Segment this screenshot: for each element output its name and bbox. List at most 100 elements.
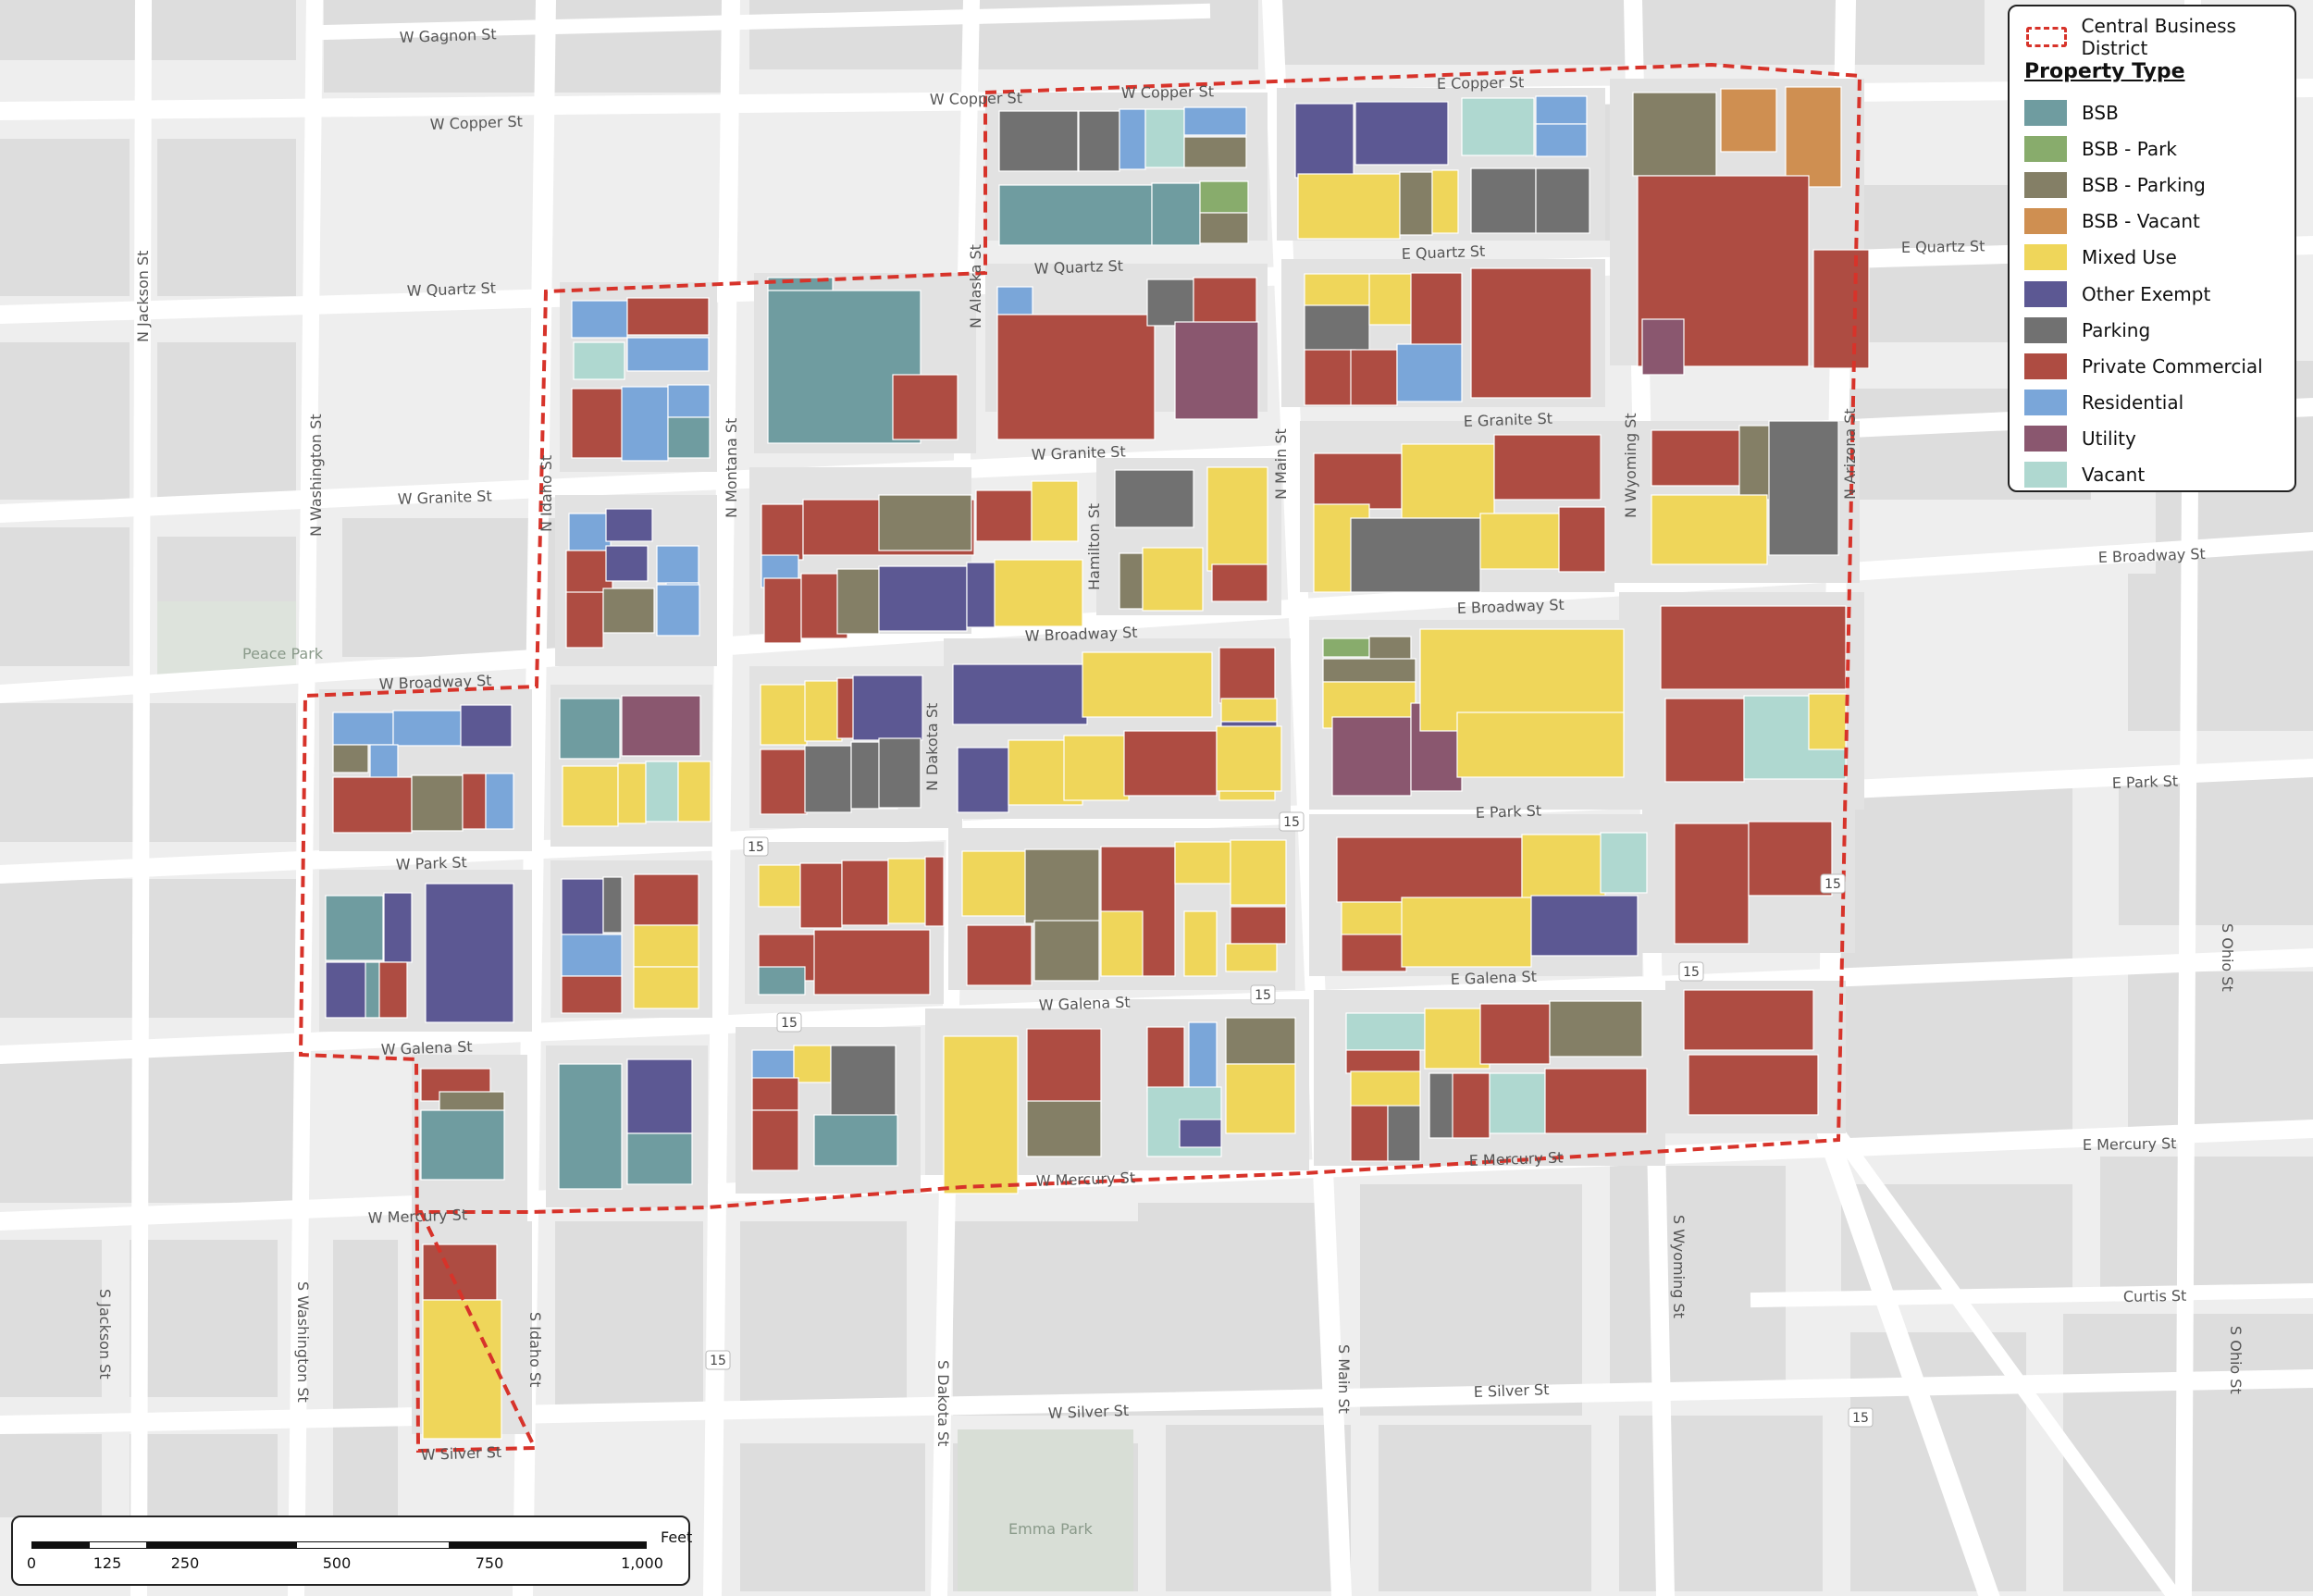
parcel[interactable]	[852, 674, 923, 741]
parcel[interactable]	[1632, 92, 1717, 177]
parcel[interactable]	[1479, 1003, 1551, 1065]
parcel[interactable]	[411, 774, 464, 832]
parcel[interactable]	[1230, 906, 1287, 945]
parcel[interactable]	[1188, 1021, 1218, 1088]
parcel[interactable]	[1179, 1119, 1222, 1148]
parcel[interactable]	[1808, 693, 1847, 750]
parcel[interactable]	[1350, 1105, 1389, 1162]
parcel[interactable]	[621, 695, 701, 757]
parcel[interactable]	[1199, 180, 1249, 214]
parcel[interactable]	[1401, 443, 1495, 519]
parcel[interactable]	[667, 384, 711, 418]
parcel[interactable]	[378, 961, 408, 1019]
parcel[interactable]	[1660, 605, 1847, 690]
parcel[interactable]	[573, 341, 625, 380]
parcel[interactable]	[602, 588, 655, 634]
parcel[interactable]	[1183, 136, 1247, 168]
parcel[interactable]	[1489, 1072, 1546, 1134]
parcel[interactable]	[1199, 212, 1249, 244]
parcel[interactable]	[561, 878, 604, 935]
parcel[interactable]	[383, 892, 413, 963]
parcel[interactable]	[994, 559, 1083, 627]
parcel[interactable]	[558, 1063, 623, 1190]
parcel[interactable]	[957, 747, 1009, 813]
parcel[interactable]	[1144, 108, 1185, 168]
parcel[interactable]	[561, 975, 623, 1014]
parcel[interactable]	[332, 744, 369, 773]
parcel[interactable]	[1410, 272, 1463, 357]
parcel[interactable]	[758, 864, 806, 908]
parcel[interactable]	[1549, 1000, 1643, 1058]
parcel[interactable]	[751, 1109, 799, 1171]
parcel[interactable]	[1078, 110, 1120, 172]
parcel[interactable]	[975, 489, 1033, 542]
parcel[interactable]	[1322, 658, 1416, 683]
parcel[interactable]	[605, 508, 653, 542]
parcel[interactable]	[813, 1114, 898, 1167]
parcel[interactable]	[878, 494, 972, 551]
parcel[interactable]	[1558, 506, 1606, 573]
parcel[interactable]	[1211, 563, 1268, 602]
parcel[interactable]	[485, 773, 514, 830]
parcel[interactable]	[1350, 349, 1398, 406]
parcel[interactable]	[1493, 434, 1602, 501]
parcel[interactable]	[626, 337, 710, 372]
parcel[interactable]	[1683, 989, 1814, 1051]
parcel[interactable]	[462, 773, 487, 830]
parcel[interactable]	[1345, 1012, 1426, 1051]
parcel[interactable]	[1114, 469, 1194, 528]
parcel[interactable]	[1785, 86, 1842, 188]
parcel[interactable]	[1399, 171, 1433, 236]
parcel[interactable]	[1031, 480, 1079, 542]
parcel[interactable]	[1220, 698, 1278, 723]
parcel[interactable]	[1688, 1054, 1819, 1116]
parcel[interactable]	[621, 386, 669, 462]
parcel[interactable]	[1174, 841, 1231, 885]
parcel[interactable]	[1304, 304, 1370, 353]
parcel[interactable]	[1024, 848, 1100, 924]
parcel[interactable]	[460, 704, 513, 748]
parcel[interactable]	[1479, 513, 1574, 570]
parcel[interactable]	[804, 680, 843, 742]
parcel[interactable]	[1651, 494, 1768, 565]
parcel[interactable]	[1470, 167, 1537, 234]
parcel[interactable]	[1431, 169, 1459, 234]
parcel[interactable]	[1651, 429, 1745, 487]
parcel[interactable]	[1183, 106, 1247, 136]
parcel[interactable]	[1225, 1017, 1296, 1065]
parcel[interactable]	[758, 966, 806, 996]
parcel[interactable]	[1530, 895, 1639, 957]
parcel[interactable]	[1535, 95, 1588, 125]
parcel[interactable]	[1183, 910, 1218, 977]
parcel[interactable]	[1345, 1049, 1421, 1074]
parcel[interactable]	[998, 110, 1079, 172]
parcel[interactable]	[571, 300, 628, 339]
parcel[interactable]	[656, 545, 699, 584]
parcel[interactable]	[804, 745, 852, 813]
parcel[interactable]	[1225, 943, 1278, 972]
parcel[interactable]	[571, 388, 624, 459]
parcel[interactable]	[1063, 735, 1130, 801]
parcel[interactable]	[813, 929, 931, 996]
parcel[interactable]	[1812, 249, 1870, 369]
parcel[interactable]	[1206, 466, 1268, 572]
parcel[interactable]	[1193, 277, 1257, 325]
parcel[interactable]	[1456, 711, 1625, 778]
parcel[interactable]	[602, 876, 623, 934]
parcel[interactable]	[1535, 167, 1590, 234]
parcel[interactable]	[1664, 698, 1745, 783]
parcel[interactable]	[1026, 1028, 1102, 1113]
parcel[interactable]	[1368, 636, 1412, 661]
parcel[interactable]	[559, 698, 621, 760]
parcel[interactable]	[1470, 267, 1592, 399]
parcel[interactable]	[369, 744, 399, 783]
parcel[interactable]	[878, 565, 968, 632]
parcel[interactable]	[1768, 420, 1839, 556]
parcel[interactable]	[425, 883, 514, 1023]
parcel[interactable]	[996, 314, 1156, 440]
parcel[interactable]	[1521, 834, 1606, 900]
parcel[interactable]	[420, 1109, 505, 1181]
parcel[interactable]	[760, 684, 808, 746]
parcel[interactable]	[1123, 730, 1218, 797]
